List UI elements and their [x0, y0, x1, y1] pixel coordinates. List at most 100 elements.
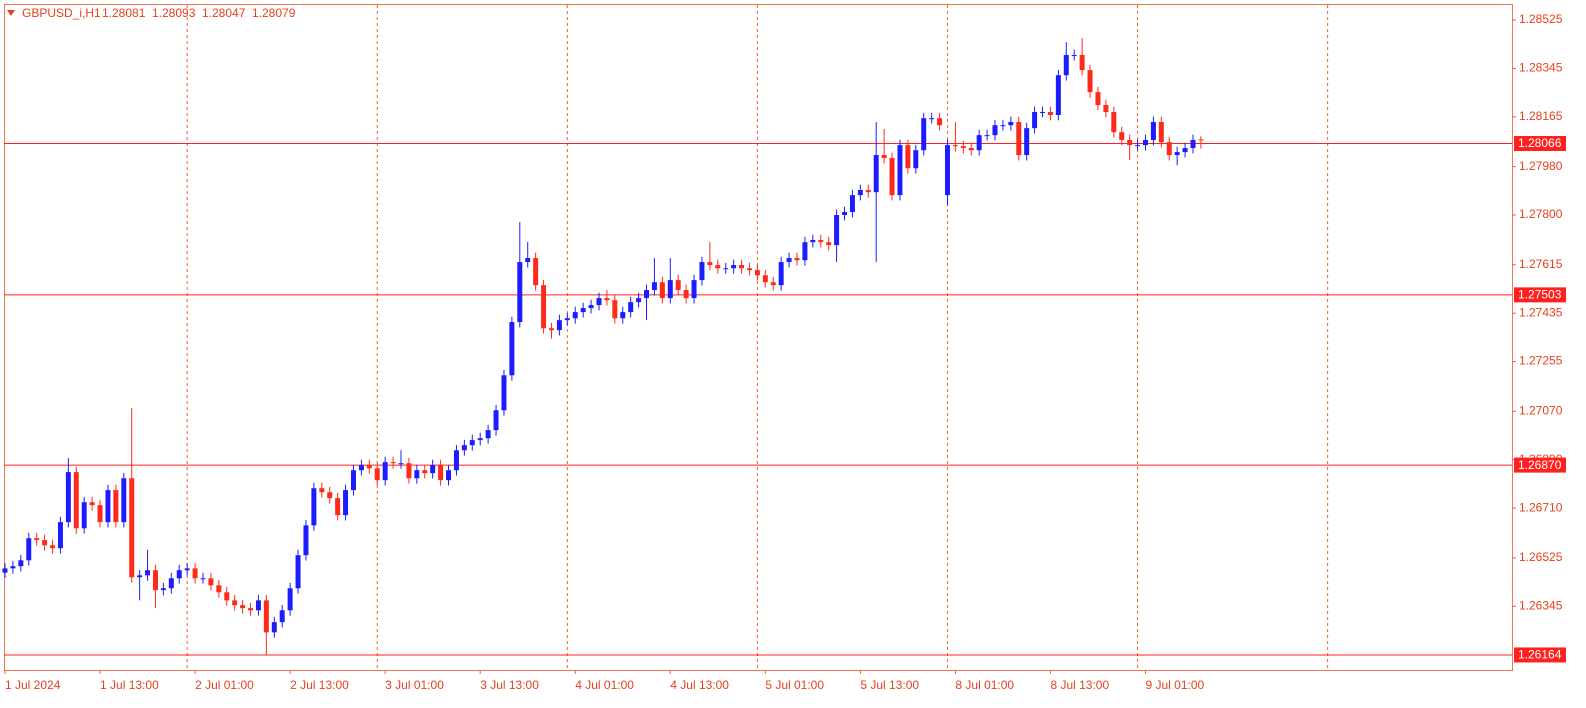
candle-body — [1008, 121, 1014, 126]
candle-body — [57, 522, 63, 549]
candle-body — [865, 190, 871, 193]
candle-body — [1087, 70, 1093, 93]
candle-body — [1127, 139, 1133, 146]
last-low: 1.28047 — [202, 6, 246, 20]
candle-body — [255, 600, 261, 611]
candle-body — [723, 268, 729, 270]
candle-body — [794, 258, 800, 261]
candle-body — [358, 465, 364, 471]
candle-body — [1000, 125, 1006, 127]
candle-body — [913, 150, 919, 169]
candle-body — [596, 298, 602, 306]
candle-body — [406, 463, 412, 479]
candle-body — [675, 280, 681, 291]
candle-body — [121, 478, 127, 523]
candle-body — [287, 588, 293, 611]
candle-body — [374, 468, 380, 481]
candle-body — [984, 135, 990, 137]
candle-body — [105, 490, 111, 523]
candle-body — [849, 195, 855, 213]
candle-body — [1103, 105, 1109, 113]
candle-body — [240, 605, 246, 609]
candle-body — [34, 538, 40, 541]
y-tick-label: 1.28345 — [1519, 61, 1563, 75]
candle-body — [152, 570, 158, 591]
level-label: 1.28066 — [1518, 136, 1562, 150]
candle-body — [976, 135, 982, 151]
candle-body — [477, 438, 483, 441]
candle-body — [802, 242, 808, 261]
candle-body — [564, 318, 570, 321]
x-tick-label: 3 Jul 01:00 — [385, 678, 444, 692]
candle-body — [145, 570, 151, 576]
candle-body — [889, 158, 895, 196]
candle-body — [739, 265, 745, 269]
chart-title: GBPUSD_i,H1 — [22, 6, 101, 20]
candle-body — [834, 215, 840, 246]
last-open: 1.28081 — [102, 6, 146, 20]
level-label: 1.27503 — [1518, 288, 1562, 302]
y-tick-label: 1.27255 — [1519, 354, 1563, 368]
candle-body — [2, 568, 8, 573]
candle-body — [556, 320, 562, 331]
x-tick-label: 1 Jul 13:00 — [100, 678, 159, 692]
candle-body — [517, 262, 523, 323]
candle-body — [343, 490, 349, 516]
candle-body — [762, 275, 768, 283]
candle-body — [810, 240, 816, 243]
candle-body — [628, 302, 634, 313]
y-tick-label: 1.27800 — [1519, 207, 1563, 221]
x-tick-label: 1 Jul 2024 — [5, 678, 61, 692]
candle-body — [929, 118, 935, 120]
candle-body — [588, 305, 594, 309]
candle-body — [1166, 142, 1172, 156]
candle-body — [754, 270, 760, 276]
candle-body — [968, 148, 974, 151]
candle-body — [224, 592, 230, 601]
candle-body — [612, 300, 618, 319]
candle-body — [89, 502, 95, 506]
candle-body — [1079, 55, 1085, 71]
candle-body — [129, 478, 135, 578]
candle-body — [826, 242, 832, 246]
candle-body — [715, 265, 721, 269]
candle-body — [1182, 148, 1188, 153]
candle-body — [683, 290, 689, 299]
candle-body — [335, 498, 341, 516]
collapse-icon[interactable] — [7, 10, 15, 16]
level-label-bg — [1514, 287, 1566, 303]
x-tick-label: 8 Jul 01:00 — [955, 678, 1014, 692]
candle-body — [137, 575, 143, 578]
candle-body — [1135, 145, 1141, 147]
y-tick-label: 1.27980 — [1519, 159, 1563, 173]
y-tick-label: 1.27435 — [1519, 305, 1563, 319]
candle-body — [65, 472, 71, 523]
candle-body — [778, 262, 784, 286]
candle-body — [398, 463, 404, 465]
candle-body — [707, 262, 713, 266]
candle-body — [842, 212, 848, 216]
y-tick-label: 1.28165 — [1519, 109, 1563, 123]
candle-body — [232, 600, 238, 606]
candle-body — [42, 540, 48, 546]
candle-body — [216, 585, 222, 593]
last-close: 1.28079 — [252, 6, 296, 20]
candle-body — [580, 308, 586, 313]
plot-frame — [4, 4, 1513, 671]
candle-body — [422, 470, 428, 474]
candle-body — [525, 258, 531, 263]
level-label-bg — [1514, 647, 1566, 663]
candle-body — [770, 282, 776, 286]
candle-body — [81, 502, 87, 529]
candle-body — [1150, 121, 1156, 140]
candle-body — [319, 488, 325, 493]
candle-body — [1198, 139, 1204, 141]
candle-body — [50, 545, 56, 549]
candle-body — [881, 155, 887, 159]
candle-body — [620, 312, 626, 319]
candle-body — [960, 146, 966, 149]
candle-body — [636, 298, 642, 303]
candle-body — [548, 328, 554, 331]
candle-body — [26, 538, 32, 561]
candle-body — [303, 525, 309, 556]
